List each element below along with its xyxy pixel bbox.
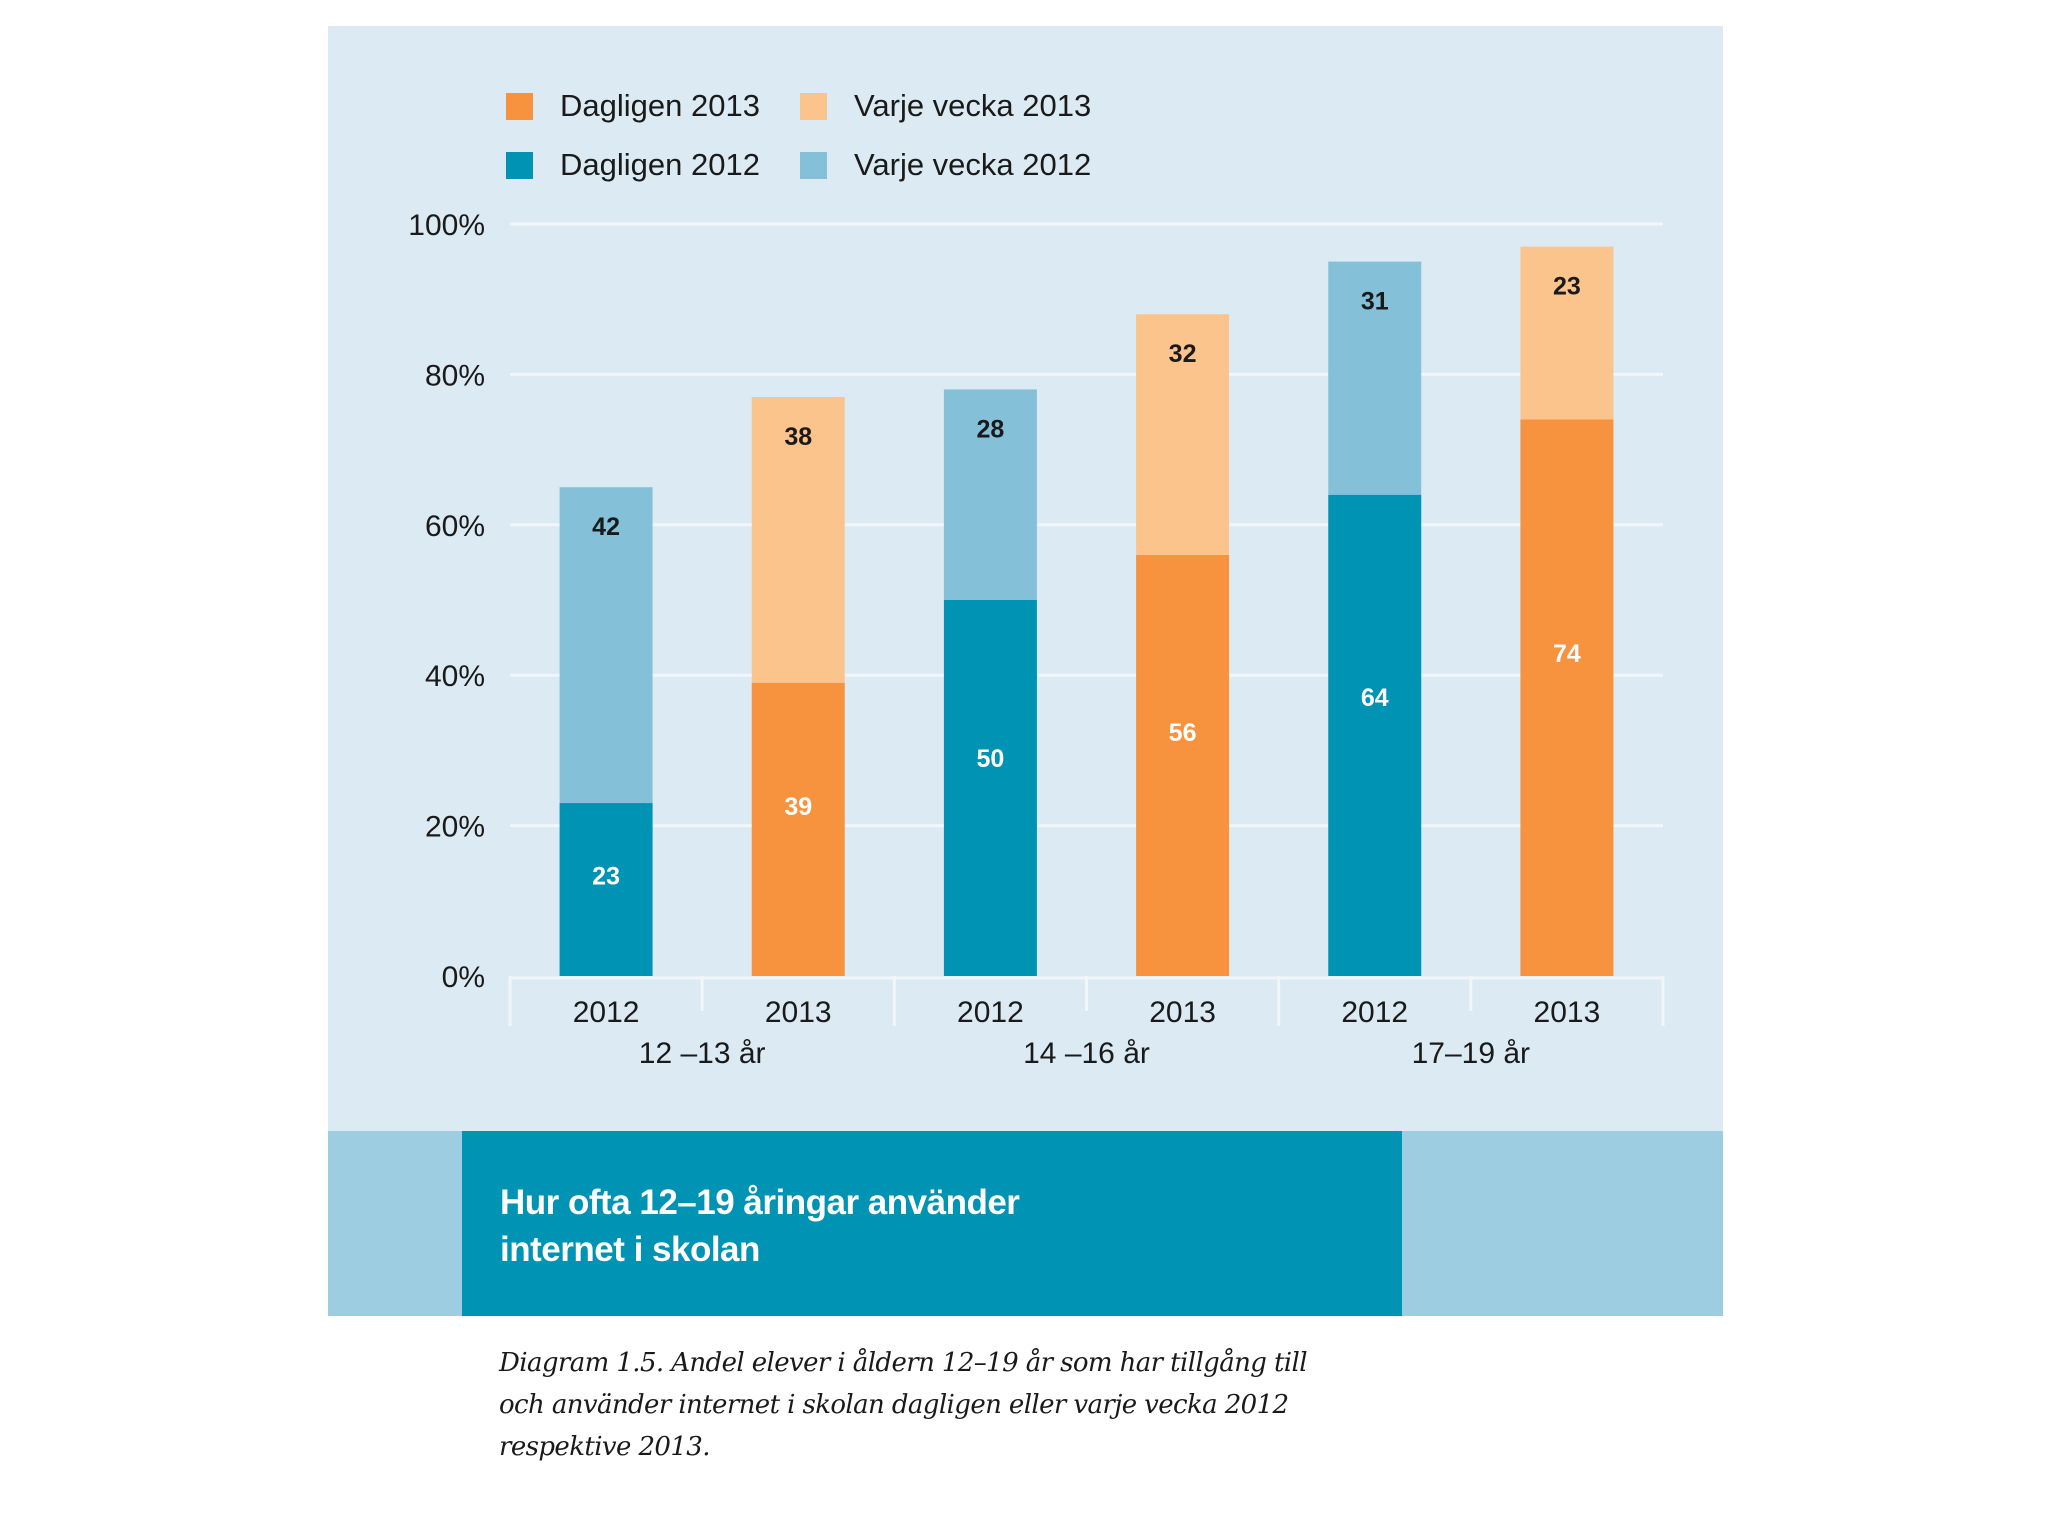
data-label-varje-vecka: 38 [784, 423, 812, 451]
x-axis: 2012 2013 2012 2013 2012 2013 12 –13 år 14 –16 … [508, 976, 1665, 1070]
bar-segment-dagligen-2012 [559, 803, 653, 976]
caption-line-1: Diagram 1.5. Andel elever i åldern 12–19… [499, 1348, 1308, 1378]
legend-label: Dagligen 2013 [560, 88, 760, 123]
bars: 23 42 39 38 50 28 56 32 64 31 74 23 [559, 246, 1614, 976]
y-tick-label: 60% [425, 510, 485, 543]
bar-segment-dagligen-2013 [751, 682, 845, 976]
legend-swatch-varje-vecka-2013 [800, 92, 827, 120]
y-tick-label: 0% [442, 961, 485, 994]
chart-title-line-2: internet i skolan [500, 1230, 760, 1269]
legend-item-varje-vecka-2013: Varje vecka 2013 [800, 88, 1091, 124]
chart-title-line-1: Hur ofta 12–19 åringar använder [500, 1183, 1020, 1222]
legend-label: Dagligen 2012 [560, 147, 760, 182]
bar-segment-varje-vecka-2013 [751, 396, 845, 683]
data-label-varje-vecka: 23 [1553, 273, 1581, 301]
data-label-varje-vecka: 28 [977, 415, 1005, 443]
caption-line-3: respektive 2013. [499, 1432, 710, 1462]
y-tick-label: 40% [425, 660, 485, 693]
x-tick-label: 2013 [765, 996, 832, 1029]
figure-caption: Diagram 1.5. Andel elever i åldern 12–19… [499, 1342, 1359, 1468]
bar-segment-varje-vecka-2013 [1136, 314, 1230, 555]
bar-segment-varje-vecka-2012 [559, 487, 653, 804]
legend-swatch-dagligen-2012 [506, 151, 533, 179]
data-label-dagligen: 23 [592, 863, 620, 891]
data-label-dagligen: 39 [784, 793, 812, 821]
legend-label: Varje vecka 2012 [854, 147, 1092, 182]
x-tick-label: 2012 [1341, 996, 1408, 1029]
bar-segment-varje-vecka-2013 [1520, 246, 1614, 420]
data-label-dagligen: 74 [1553, 640, 1581, 668]
legend-swatch-dagligen-2013 [506, 92, 533, 120]
x-tick-label: 2013 [1534, 996, 1601, 1029]
data-label-dagligen: 50 [977, 745, 1005, 773]
x-tick-label: 2012 [573, 996, 640, 1029]
legend-item-varje-vecka-2012: Varje vecka 2012 [800, 147, 1091, 183]
bar-segment-dagligen-2013 [1520, 419, 1614, 976]
legend-item-dagligen-2013: Dagligen 2013 [506, 88, 760, 124]
x-group-label: 17–19 år [1412, 1037, 1530, 1070]
x-group-label: 14 –16 år [1023, 1037, 1150, 1070]
y-tick-label: 80% [425, 359, 485, 392]
y-axis-ticks: 0% 20% 40% 60% 80% 100% [408, 209, 485, 994]
title-banner-inner: Hur ofta 12–19 åringar använder internet… [462, 1131, 1402, 1316]
bar-segment-dagligen-2012 [1328, 494, 1422, 976]
x-tick-label: 2013 [1149, 996, 1216, 1029]
bar-segment-varje-vecka-2012 [1328, 261, 1422, 495]
y-tick-label: 100% [408, 209, 485, 242]
data-label-varje-vecka: 31 [1361, 288, 1389, 316]
legend-swatch-varje-vecka-2012 [800, 151, 827, 179]
data-label-varje-vecka: 32 [1169, 340, 1197, 368]
y-tick-label: 20% [425, 811, 485, 844]
gridlines [510, 222, 1663, 828]
x-tick-label: 2012 [957, 996, 1024, 1029]
bar-segment-dagligen-2012 [943, 600, 1037, 976]
chart-title: Hur ofta 12–19 åringar använder internet… [500, 1179, 1200, 1273]
bar-segment-varje-vecka-2012 [943, 389, 1037, 600]
legend-label: Varje vecka 2013 [854, 88, 1092, 123]
caption-line-2: och använder internet i skolan dagligen … [499, 1390, 1289, 1420]
legend-item-dagligen-2012: Dagligen 2012 [506, 147, 760, 183]
x-group-label: 12 –13 år [639, 1037, 766, 1070]
data-label-dagligen: 64 [1361, 684, 1389, 712]
data-label-dagligen: 56 [1169, 719, 1197, 747]
data-label-varje-vecka: 42 [592, 513, 620, 541]
bar-segment-dagligen-2013 [1136, 554, 1230, 976]
title-banner: Hur ofta 12–19 åringar använder internet… [328, 1131, 1723, 1316]
